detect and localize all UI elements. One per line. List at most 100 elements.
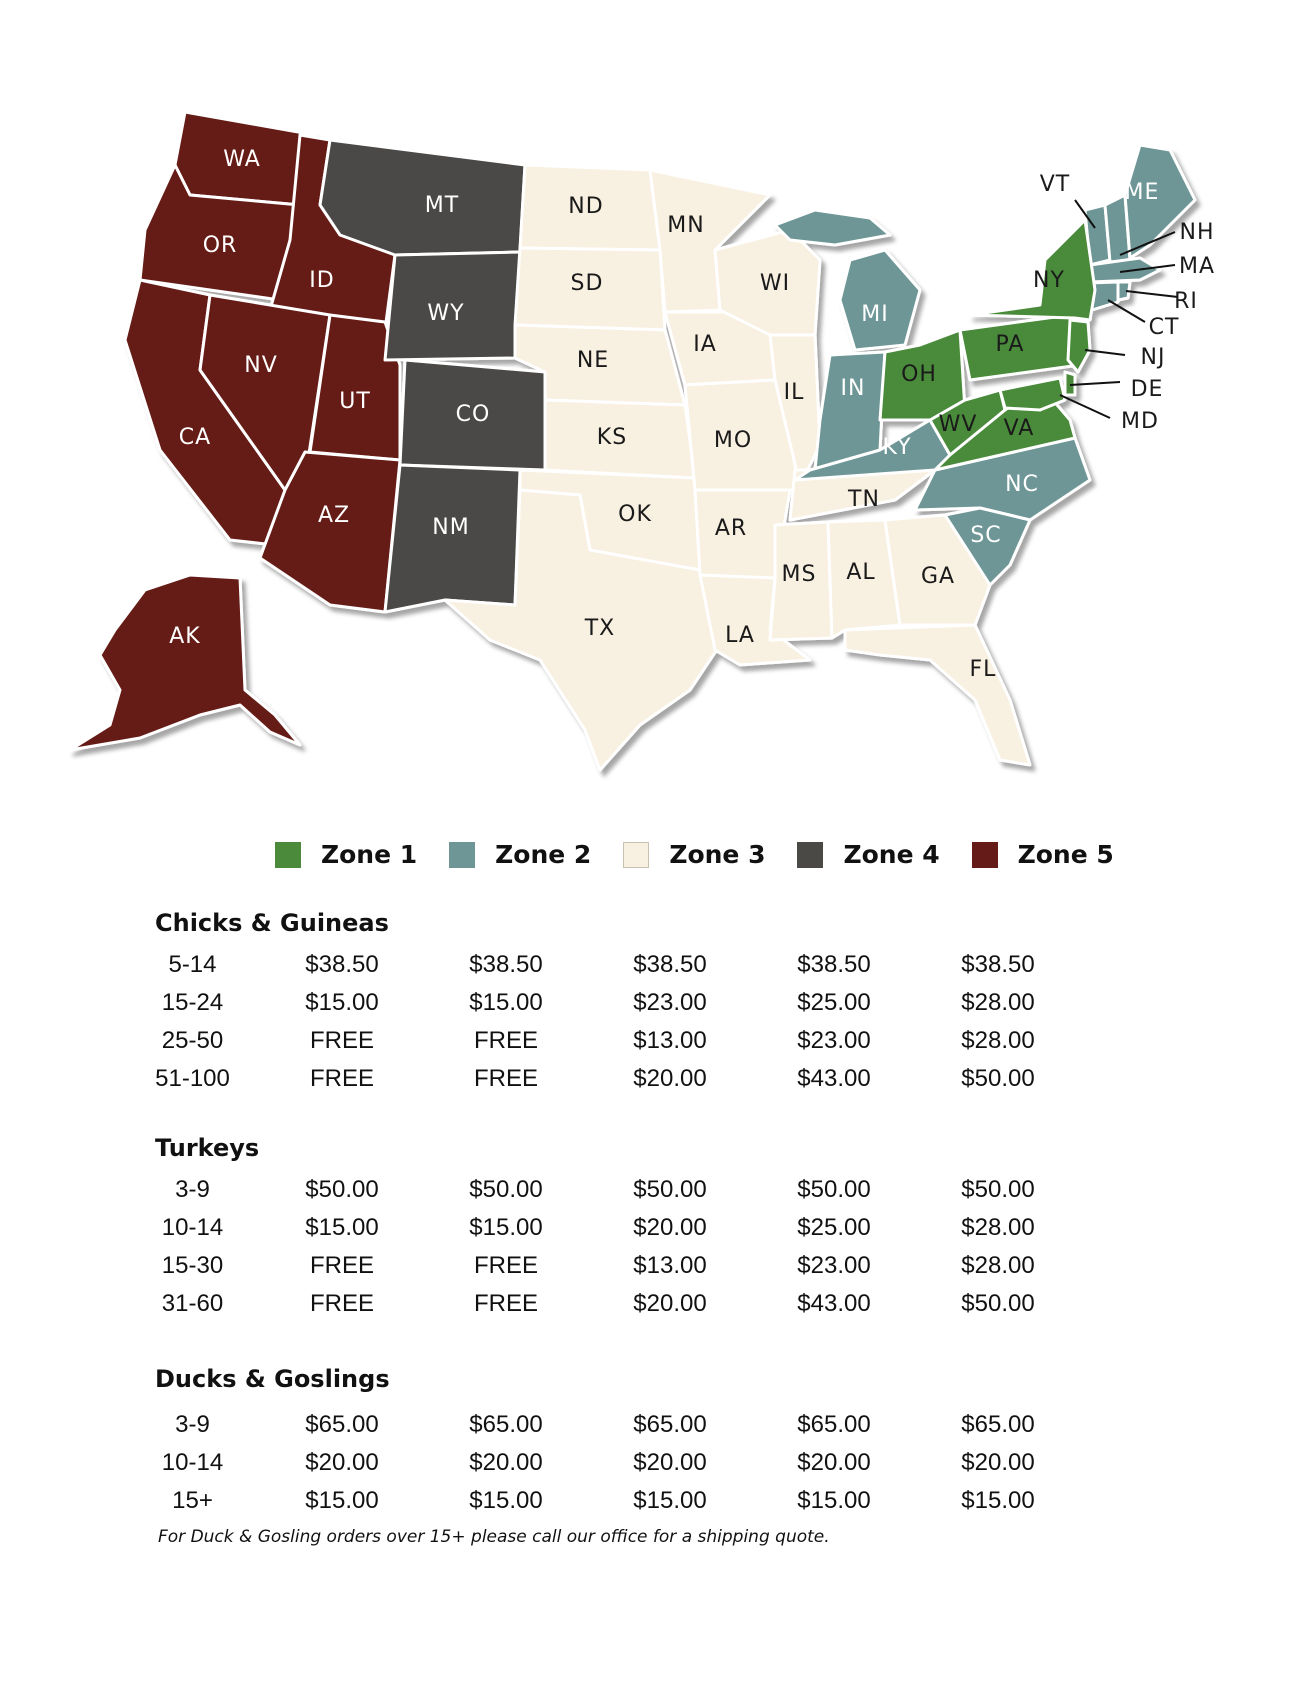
state-ri [1116, 280, 1132, 302]
quantity-range: 15+ [172, 1487, 213, 1514]
state-label-ms: MS [782, 562, 817, 587]
legend-zone-1: Zone 1 [275, 840, 417, 869]
legend-label: Zone 4 [843, 840, 940, 869]
state-mi [838, 248, 922, 352]
zone-3-price: $20.00 [633, 1214, 707, 1241]
legend-zone-4: Zone 4 [797, 840, 940, 869]
state-label-il: IL [784, 380, 805, 405]
state-fl [843, 623, 1032, 767]
state-de [1063, 370, 1077, 397]
state-label-md: MD [1121, 409, 1159, 434]
zone-5-price: $15.00 [961, 1487, 1035, 1514]
legend-label: Zone 1 [321, 840, 418, 869]
zone-4-price: $25.00 [797, 989, 871, 1016]
state-label-ks: KS [597, 425, 627, 450]
state-tx [443, 488, 722, 772]
zone-2-price: $65.00 [469, 1411, 543, 1438]
legend-swatch-zone-2 [449, 841, 476, 868]
state-label-ct: CT [1149, 315, 1180, 340]
zone-5-price: $28.00 [961, 1214, 1035, 1241]
state-il [768, 333, 822, 487]
state-ut [308, 313, 402, 462]
zone-1-price: FREE [309, 1290, 374, 1317]
state-label-ky: KY [882, 435, 911, 460]
zone-4-price: $20.00 [797, 1449, 871, 1476]
state-label-sc: SC [970, 523, 1001, 548]
quantity-range: 10-14 [161, 1449, 224, 1476]
zone-2-price: $38.50 [469, 951, 543, 978]
zone-4-price: $15.00 [797, 1487, 871, 1514]
rate-section-chicks-guineas: Chicks & Guineas 5-14 $38.50 $38.50 $38.50 $… [155, 906, 1085, 1098]
state-label-az: AZ [318, 503, 350, 528]
state-label-wv: WV [939, 412, 978, 437]
zone-3-price: $13.00 [633, 1027, 707, 1054]
rate-rows: 5-14 $38.50 $38.50 $38.50 $38.50 $38.50 15-24 $… [155, 946, 1085, 1098]
zone-1-price: $50.00 [305, 1176, 379, 1203]
legend-zone-3: Zone 3 [623, 840, 765, 869]
zone-1-price: $38.50 [305, 951, 379, 978]
zone-3-price: $13.00 [633, 1252, 707, 1279]
state-label-nd: ND [568, 194, 603, 219]
quantity-range: 3-9 [175, 1176, 210, 1203]
zone-1-price: $15.00 [305, 1214, 379, 1241]
state-label-in: IN [841, 376, 866, 401]
legend-label: Zone 3 [669, 840, 766, 869]
state-label-oh: OH [901, 362, 937, 387]
state-label-ma: MA [1179, 254, 1215, 279]
state-label-ca: CA [179, 425, 211, 450]
state-label-tn: TN [847, 487, 880, 512]
quantity-range: 3-9 [175, 1411, 210, 1438]
state-label-ak: AK [169, 624, 200, 649]
state-label-wi: WI [760, 271, 790, 296]
state-labels: WA OR CA ID NV UT AZ AK MT WY CO NM ND S… [169, 147, 1215, 682]
rate-rows: 3-9 $50.00 $50.00 $50.00 $50.00 $50.00 10-14 $1… [155, 1171, 1085, 1323]
zone-1-price: FREE [309, 1252, 374, 1279]
state-label-wa: WA [223, 147, 261, 172]
state-label-mt: MT [425, 193, 459, 218]
state-label-al: AL [846, 560, 875, 585]
legend-swatch-zone-3 [623, 841, 650, 868]
zone-legend: Zone 1 Zone 2 Zone 3 Zone 4 Zone 5 [275, 840, 1146, 869]
section-title: Turkeys [155, 1134, 260, 1162]
state-label-pa: PA [996, 332, 1025, 357]
zone-2-price: FREE [473, 1252, 538, 1279]
rate-row: 31-60 FREE FREE $20.00 $43.00 $50.00 [155, 1285, 1085, 1323]
state-label-nj: NJ [1141, 345, 1166, 370]
zone-1-price: FREE [309, 1065, 374, 1092]
zone-5-price: $50.00 [961, 1065, 1035, 1092]
state-ga [883, 513, 992, 627]
zone-2-price: FREE [473, 1065, 538, 1092]
state-label-ga: GA [921, 564, 955, 589]
state-label-nh: NH [1180, 220, 1215, 245]
state-label-ut: UT [339, 389, 371, 414]
state-md [998, 376, 1067, 412]
rate-row: 51-100 FREE FREE $20.00 $43.00 $50.00 [155, 1060, 1085, 1098]
zone-4-price: $38.50 [797, 951, 871, 978]
rate-row: 25-50 FREE FREE $13.00 $23.00 $28.00 [155, 1022, 1085, 1060]
zone-5-price: $28.00 [961, 1252, 1035, 1279]
legend-label: Zone 2 [495, 840, 592, 869]
state-label-ar: AR [715, 516, 747, 541]
quantity-range: 25-50 [161, 1027, 224, 1054]
zone-1-price: $15.00 [305, 989, 379, 1016]
zone-4-price: $43.00 [797, 1065, 871, 1092]
state-ny [968, 218, 1097, 322]
state-label-va: VA [1004, 416, 1035, 441]
quantity-range: 15-24 [161, 989, 224, 1016]
zone-1-price: $65.00 [305, 1411, 379, 1438]
us-shipping-zone-map: WA OR CA ID NV UT AZ AK MT WY CO NM ND S… [68, 110, 1215, 772]
zone-3-price: $23.00 [633, 989, 707, 1016]
zone-2-price: $15.00 [469, 989, 543, 1016]
zone-1-price: $15.00 [305, 1487, 379, 1514]
zone-4-price: $43.00 [797, 1290, 871, 1317]
rate-row: 5-14 $38.50 $38.50 $38.50 $38.50 $38.50 [155, 946, 1085, 984]
state-nj [1066, 318, 1092, 374]
zone-2-price: $50.00 [469, 1176, 543, 1203]
state-label-ny: NY [1033, 268, 1065, 293]
zone-3-price: $20.00 [633, 1065, 707, 1092]
zone-4-price: $23.00 [797, 1027, 871, 1054]
zone-2-price: $15.00 [469, 1487, 543, 1514]
zone-3-price: $50.00 [633, 1176, 707, 1203]
zone-4-price: $23.00 [797, 1252, 871, 1279]
rate-row: 15-24 $15.00 $15.00 $23.00 $25.00 $28.00 [155, 984, 1085, 1022]
